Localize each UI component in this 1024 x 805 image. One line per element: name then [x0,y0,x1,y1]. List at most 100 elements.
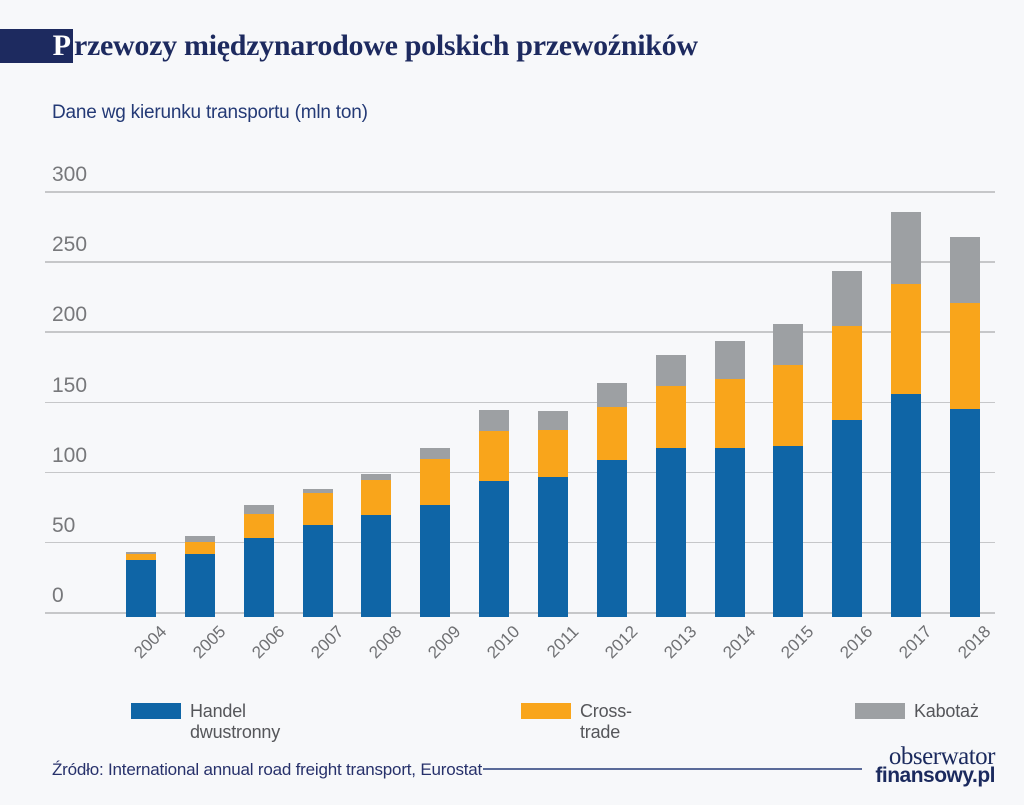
bar-2016 [832,270,863,617]
bar-2017-segment-cross-trade [891,283,922,395]
gridline-100 [45,471,995,474]
gridline-0 [45,612,995,614]
bar-2006 [243,505,274,617]
legend-swatch-3 [855,703,905,719]
bar-2018-segment-kabota- [949,237,980,304]
bar-2013-segment-handel-dwustronny [655,447,686,617]
page-title: P rzewozy międzynarodowe polskich przewo… [0,29,698,63]
bar-2013 [655,355,686,617]
x-axis-label-2005: 2005 [189,622,230,663]
bar-2016-segment-cross-trade [832,325,863,420]
x-axis-label-2012: 2012 [601,622,642,663]
legend-swatch-1 [131,703,181,719]
legend-label-1: Handel dwustronny [190,701,281,742]
bar-2014-segment-handel-dwustronny [714,447,745,617]
y-axis-tick-250: 250 [52,233,88,257]
logo-line2: finansowy.pl [875,764,995,787]
gridline-300 [45,191,995,193]
bar-2004-segment-kabota- [126,551,156,555]
y-axis-tick-200: 200 [52,303,88,327]
bar-2004-segment-cross-trade [126,554,156,561]
x-axis-label-2010: 2010 [483,622,524,663]
x-axis-label-2014: 2014 [718,622,759,663]
bar-2017-segment-handel-dwustronny [891,394,922,617]
title-dropcap-letter: P [52,29,71,62]
bar-2018-segment-handel-dwustronny [949,408,980,617]
bar-2010 [479,409,510,617]
bar-2005-segment-handel-dwustronny [184,554,215,617]
bar-2011-segment-cross-trade [537,429,568,478]
bar-2010-segment-handel-dwustronny [479,481,510,617]
logo-line1: obserwator [888,743,996,770]
y-axis-tick-0: 0 [52,584,64,607]
bar-2017 [891,212,922,617]
x-axis-label-2008: 2008 [365,622,406,663]
bar-2012-segment-handel-dwustronny [596,460,627,617]
y-axis-tick-100: 100 [52,443,88,467]
obserwator-finansowy-logo: obserwator finansowy.pl [875,743,996,787]
bar-2009-segment-handel-dwustronny [420,505,451,617]
bar-2008-segment-handel-dwustronny [361,515,392,617]
source-note: Źródło: International annual road freigh… [52,760,483,779]
bar-2012-segment-kabota- [596,383,627,408]
bar-2013-segment-kabota- [655,355,686,387]
legend-label-2: Cross-trade [580,701,632,742]
y-axis-tick-300: 300 [52,163,88,186]
bar-2011 [537,411,568,617]
x-axis-label-2018: 2018 [954,622,995,663]
bar-2015 [773,324,804,617]
bar-2018 [949,237,980,617]
bar-2006-segment-handel-dwustronny [243,537,274,617]
x-axis-label-2006: 2006 [247,622,289,663]
bar-2004-segment-handel-dwustronny [126,560,156,617]
bar-2005-segment-kabota- [184,536,215,542]
bar-2005 [184,536,215,617]
bar-2006-segment-kabota- [243,505,274,514]
x-axis-label-2015: 2015 [777,622,818,663]
bar-2010-segment-kabota- [479,409,510,431]
gridline-50 [45,541,995,544]
bar-2009-segment-kabota- [420,447,451,460]
bar-2007-segment-cross-trade [302,492,333,525]
bar-2007-segment-handel-dwustronny [302,524,333,617]
bar-2010-segment-cross-trade [479,430,510,482]
x-axis-label-2013: 2013 [659,622,701,663]
bar-2015-segment-handel-dwustronny [773,446,804,617]
bar-2014-segment-kabota- [714,341,745,380]
bar-2009-segment-cross-trade [420,459,451,506]
gridline-200 [45,331,995,333]
bar-2014-segment-cross-trade [714,379,745,448]
y-axis-tick-150: 150 [52,373,88,397]
title-text: rzewozy międzynarodowe polskich przewoźn… [74,29,698,62]
bar-2008-segment-cross-trade [361,480,392,516]
bar-2008-segment-kabota- [361,474,392,481]
gridline-150 [45,401,995,403]
stacked-bar-chart: 0 50 100 150 200 250 300 2004 2005 2006 2007 2008 20… [40,160,1000,662]
bar-2005-segment-cross-trade [184,541,215,555]
bar-2017-segment-kabota- [891,212,922,284]
bar-2018-segment-cross-trade [949,303,980,409]
bar-2015-segment-cross-trade [773,365,804,447]
x-axis-label-2004: 2004 [130,622,171,663]
bar-2015-segment-kabota- [773,324,804,365]
footer-divider-line [483,768,862,770]
bar-2011-segment-handel-dwustronny [537,477,568,617]
bar-2012 [596,383,627,617]
bar-2014 [714,341,745,617]
bar-2016-segment-handel-dwustronny [832,419,863,617]
legend-swatch-2 [521,703,571,719]
x-axis-label-2009: 2009 [424,622,465,663]
x-axis-label-2007: 2007 [306,622,347,663]
gridline-250 [45,261,995,263]
x-axis-label-2016: 2016 [836,622,877,663]
chart-subtitle: Dane wg kierunku transportu (mln ton) [52,102,368,123]
legend-label-3: Kabotaż [914,701,979,721]
bar-2016-segment-kabota- [832,270,863,326]
bar-2012-segment-cross-trade [596,407,627,461]
y-axis-tick-50: 50 [52,513,76,537]
x-axis-label-2017: 2017 [895,622,936,663]
bar-2004 [126,551,156,617]
bar-2007-segment-kabota- [302,488,333,493]
bar-2013-segment-cross-trade [655,386,686,448]
